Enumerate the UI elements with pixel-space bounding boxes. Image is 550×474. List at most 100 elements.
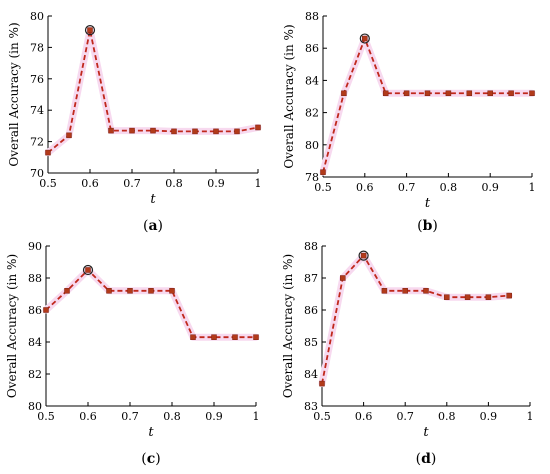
data-point	[253, 334, 259, 340]
data-point	[232, 334, 238, 340]
series-line	[45, 268, 256, 339]
panel-caption: (b)	[417, 218, 438, 234]
data-point	[485, 294, 492, 300]
data-point	[108, 127, 114, 134]
data-point	[171, 128, 177, 135]
y-tick-label: 86	[305, 42, 319, 55]
peak-marker-ring	[82, 264, 94, 276]
data-point	[508, 90, 514, 97]
data-point	[150, 127, 156, 134]
y-tick-label: 70	[30, 167, 44, 180]
data-point	[382, 90, 389, 97]
x-tick-label: 0.6	[79, 410, 97, 423]
data-point	[127, 288, 133, 294]
series-glow	[44, 26, 262, 157]
data-point	[43, 307, 49, 313]
y-tick-label: 84	[305, 74, 319, 87]
series-line	[47, 29, 259, 154]
x-tick-label: 0.9	[481, 181, 499, 194]
panel-caption: (c)	[141, 451, 160, 467]
y-tick-label: 86	[304, 304, 318, 317]
peak-marker-ring	[359, 33, 370, 44]
x-axis-label: t	[148, 425, 154, 440]
data-point	[87, 27, 93, 33]
x-tick-label: 0.9	[205, 410, 223, 423]
y-axis-label: Overall Accuracy (in %)	[7, 22, 21, 166]
data-point	[423, 288, 429, 294]
chart-panel-3: 83 84 85 86 87 88 0.5 0.6 0.7 0.8 0.9 1 Overall Accu…	[281, 240, 534, 467]
chart-panel-0: 70 72 74 76 78 80 0.5 0.6 0.7 0.8 0.9 1 Overall Accu…	[7, 10, 262, 234]
x-tick-label: 0.9	[480, 410, 498, 423]
y-tick-label: 83	[304, 400, 318, 413]
data-point	[85, 267, 91, 273]
data-point	[148, 288, 154, 294]
data-point	[362, 35, 368, 42]
data-point	[445, 90, 452, 97]
y-tick-label: 87	[304, 272, 318, 285]
x-tick-label: 0.6	[81, 177, 99, 190]
x-tick-label: 0.5	[314, 181, 332, 194]
x-tick-label: 0.8	[438, 410, 456, 423]
y-tick-label: 88	[28, 272, 42, 285]
y-tick-label: 82	[28, 368, 42, 381]
y-tick-label: 80	[305, 139, 319, 152]
x-tick-label: 0.5	[313, 410, 331, 423]
x-tick-label: 0.8	[165, 177, 183, 190]
y-axis-label: Overall Accuracy (in %)	[282, 24, 296, 168]
data-point	[464, 294, 471, 300]
data-point	[255, 124, 261, 131]
series-line	[321, 254, 510, 384]
y-tick-label: 90	[28, 240, 42, 253]
data-point	[381, 288, 388, 294]
data-point	[444, 294, 450, 300]
data-point	[66, 132, 72, 139]
y-tick-label: 76	[30, 73, 44, 86]
x-axis-label: t	[150, 192, 156, 207]
y-tick-label: 72	[30, 136, 44, 149]
data-point	[402, 288, 408, 294]
data-point	[213, 128, 219, 135]
y-tick-label: 88	[305, 10, 319, 23]
data-point	[340, 275, 346, 281]
series-glow	[318, 252, 513, 388]
y-tick-label: 84	[304, 368, 318, 381]
x-tick-label: 1	[529, 181, 536, 194]
x-tick-label: 1	[255, 177, 262, 190]
panel-caption: (d)	[416, 451, 437, 467]
x-tick-label: 0.5	[37, 410, 55, 423]
data-point	[360, 252, 367, 259]
y-tick-label: 86	[28, 304, 42, 317]
data-point	[129, 127, 135, 134]
x-tick-label: 1	[253, 410, 260, 423]
data-point	[424, 90, 431, 97]
data-point	[506, 292, 512, 299]
data-point	[319, 380, 325, 387]
peak-marker-ring	[358, 250, 369, 261]
series-glow	[319, 35, 536, 176]
x-tick-label: 0.7	[396, 410, 414, 423]
data-point	[320, 169, 326, 175]
y-tick-label: 74	[30, 104, 44, 117]
y-axis-label: Overall Accuracy (in %)	[5, 254, 19, 398]
x-tick-label: 0.8	[440, 181, 458, 194]
x-axis-label: t	[423, 425, 429, 440]
y-tick-label: 85	[304, 336, 318, 349]
y-axis-label: Overall Accuracy (in %)	[281, 254, 295, 398]
x-tick-label: 0.6	[355, 410, 373, 423]
data-point	[106, 288, 112, 294]
x-tick-label: 0.7	[121, 410, 139, 423]
y-tick-label: 82	[305, 107, 319, 120]
y-tick-label: 84	[28, 336, 42, 349]
x-tick-label: 0.5	[39, 177, 57, 190]
y-tick-label: 78	[305, 171, 319, 184]
data-point	[192, 128, 198, 135]
chart-panel-2: 80 82 84 86 88 90 0.5 0.6 0.7 0.8 0.9 1 Overall Accu…	[5, 240, 260, 467]
data-point	[341, 90, 347, 97]
y-tick-label: 88	[304, 240, 318, 253]
y-tick-label: 80	[30, 10, 44, 23]
chart-panel-1: 78 80 82 84 86 88 0.5 0.6 0.7 0.8 0.9 1 Overall Accu…	[282, 10, 536, 234]
data-point	[234, 128, 240, 135]
data-point	[466, 90, 473, 97]
data-point	[45, 149, 51, 156]
